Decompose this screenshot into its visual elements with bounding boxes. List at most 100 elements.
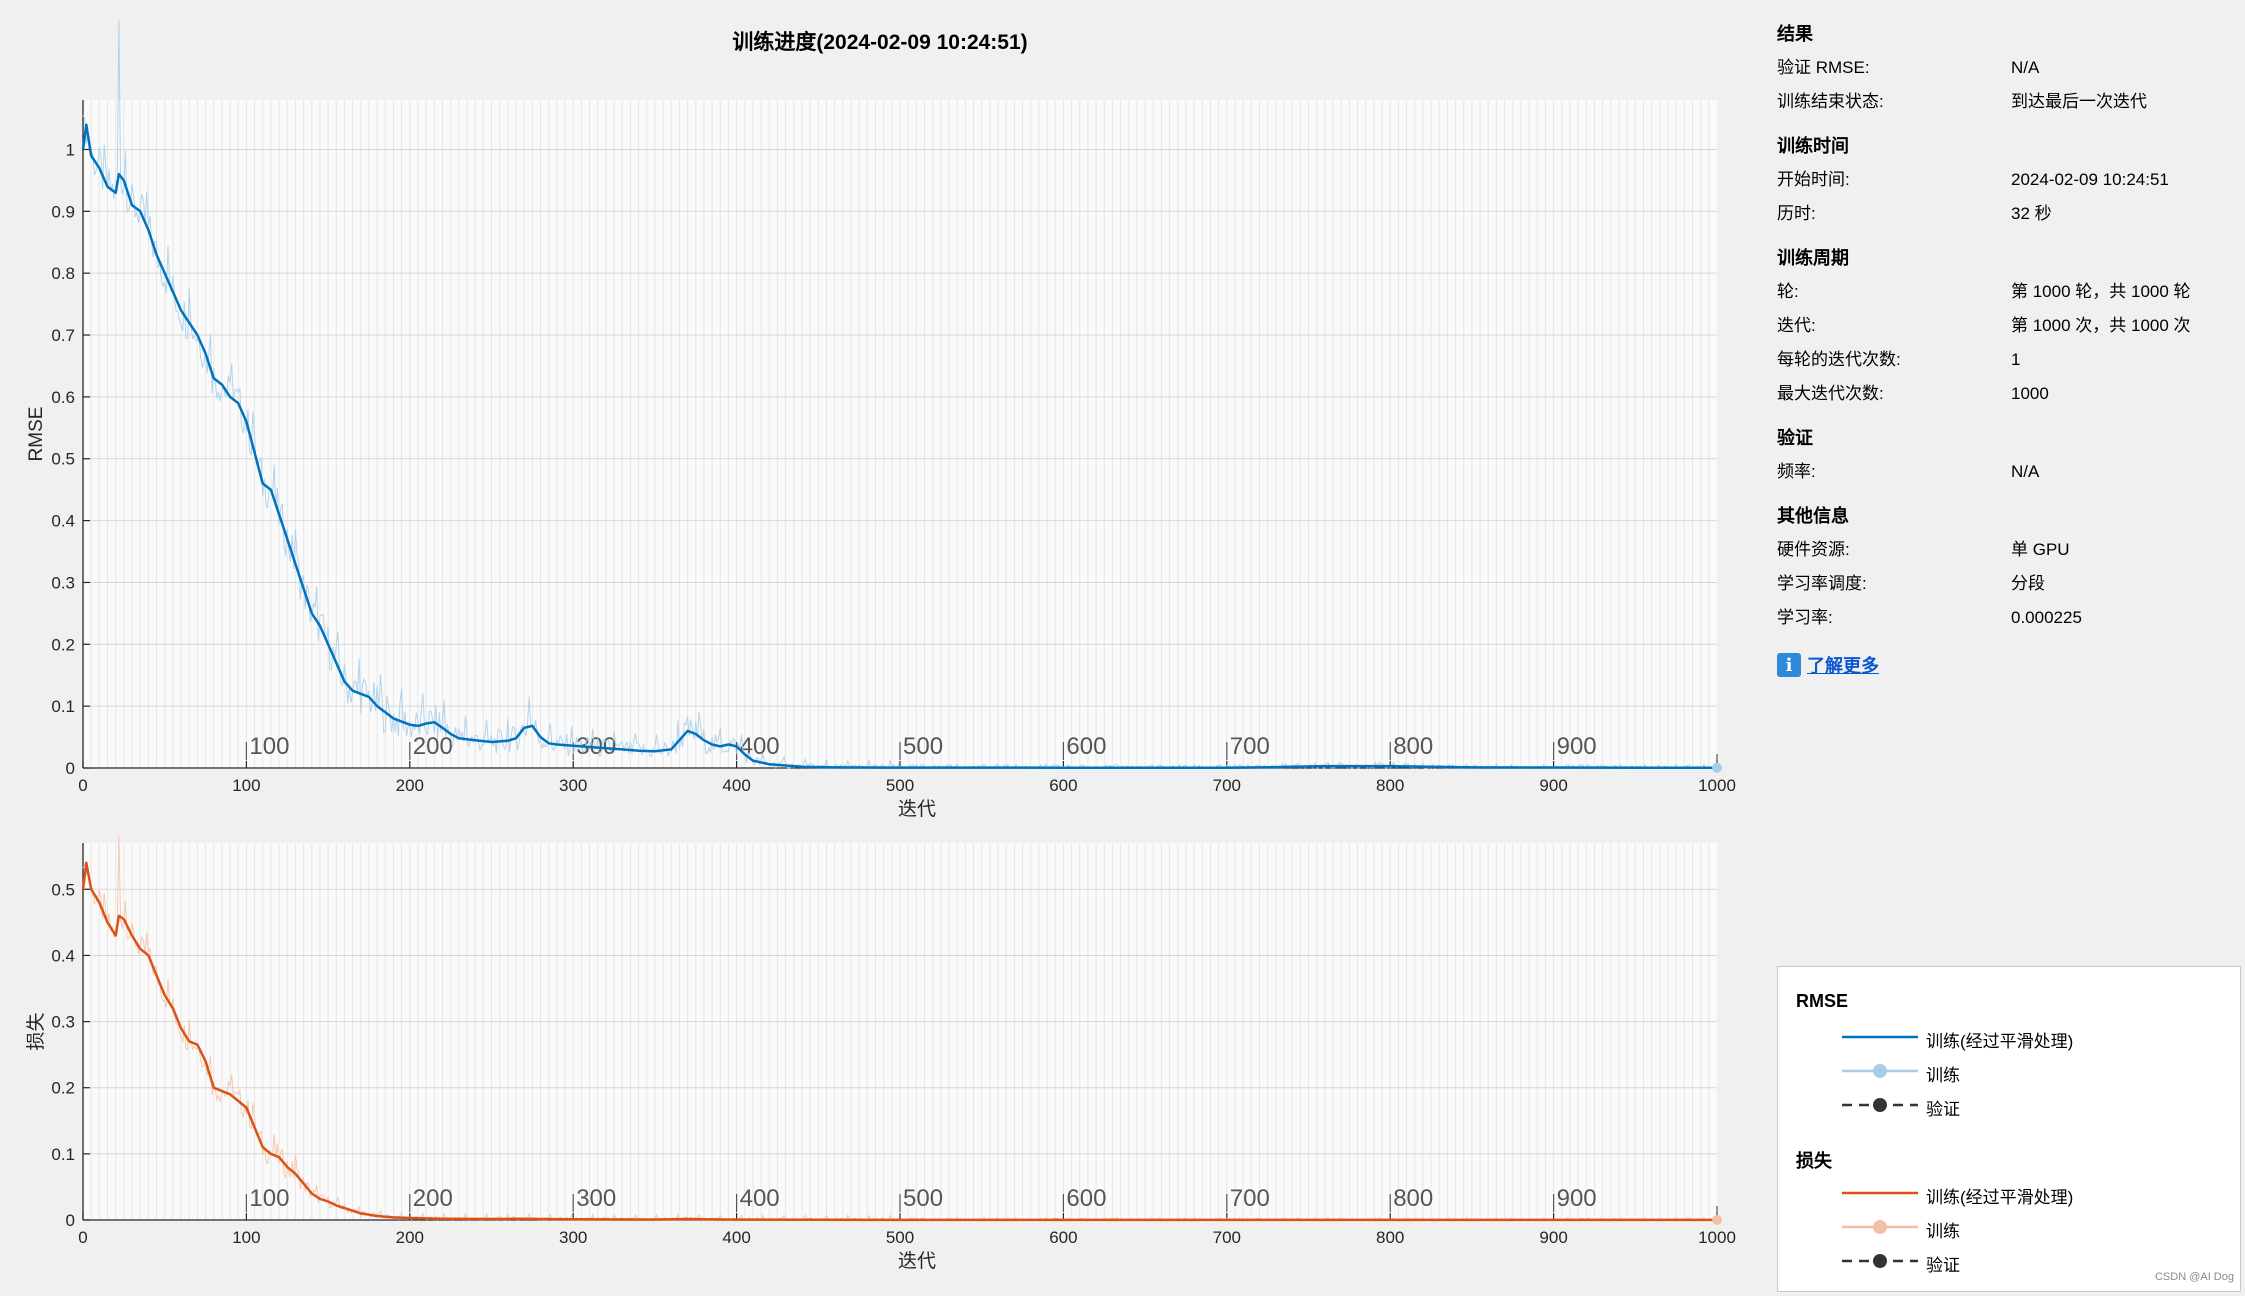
- legend-line-loss-train-icon: [1842, 1220, 1918, 1234]
- x-tick-label: 900: [1539, 776, 1567, 795]
- chart-title: 训练进度(2024-02-09 10:24:51): [732, 31, 1028, 54]
- y-tick-label: 0.6: [51, 388, 75, 407]
- info-key: 硬件资源:: [1777, 540, 1850, 559]
- time-heading: 训练时间: [1777, 136, 1849, 156]
- x-axis-label: 迭代: [898, 1250, 936, 1272]
- y-tick-label: 0.3: [51, 573, 75, 592]
- info-value: 第 1000 次，共 1000 次: [2011, 316, 2191, 335]
- epoch-label: 100: [249, 733, 289, 760]
- x-tick-label: 400: [722, 1228, 750, 1247]
- x-tick-label: 900: [1539, 1228, 1567, 1247]
- info-key: 开始时间:: [1777, 170, 1850, 189]
- x-tick-label: 0: [78, 1228, 87, 1247]
- info-row: 训练结束状态: 到达最后一次迭代: [1777, 90, 2237, 124]
- chart-panel-rmse: 0 0.1 0.2 0.3 0.4 0.5 0.6 0.7 0.8 0.9 1 0 100 200 300 4…: [26, 19, 1736, 820]
- learn-more-link[interactable]: i 了解更多: [1777, 652, 2237, 678]
- epoch-lines: [90, 100, 1710, 768]
- info-value: 0.000225: [2011, 608, 2082, 627]
- info-value: 1000: [2011, 384, 2049, 403]
- epoch-label: 200: [413, 1185, 453, 1212]
- learn-more-label[interactable]: 了解更多: [1807, 656, 1879, 676]
- legend-line-rmse-smoothed-icon: [1842, 1035, 1918, 1039]
- series-line: [81, 123, 1718, 770]
- info-icon: i: [1777, 653, 1801, 677]
- info-value: 32 秒: [2011, 204, 2052, 223]
- final-point: [1712, 762, 1722, 773]
- cycle-section: 训练周期 轮: 第 1000 轮，共 1000 轮 迭代: 第 1000 次，共 1…: [1777, 246, 2237, 416]
- x-tick-label: 600: [1049, 776, 1077, 795]
- epoch-label: 600: [1066, 1185, 1106, 1212]
- info-value: 到达最后一次迭代: [2011, 92, 2147, 111]
- info-row: 频率: N/A: [1777, 460, 2237, 494]
- info-key: 轮:: [1777, 282, 1799, 301]
- legend-label: 训练(经过平滑处理): [1926, 1188, 2074, 1207]
- info-row: 迭代: 第 1000 次，共 1000 次: [1777, 314, 2237, 348]
- info-key: 历时:: [1777, 204, 1816, 223]
- y-tick-label: 0.5: [51, 450, 75, 469]
- plots-canvas: 0 0.1 0.2 0.3 0.4 0.5 0.6 0.7 0.8 0.9 1 0 100 200 300 4…: [25, 19, 1736, 1272]
- y-tick-label: 0.2: [51, 635, 75, 654]
- x-tick-label: 700: [1213, 776, 1241, 795]
- x-tick-label: 600: [1049, 1228, 1077, 1247]
- info-key: 训练结束状态:: [1777, 92, 1884, 111]
- epoch-label: 100: [249, 1185, 289, 1212]
- legend-rmse-title: RMSE: [1796, 991, 1849, 1011]
- legend-loss-title: 损失: [1796, 1151, 1832, 1171]
- x-tick-label: 500: [886, 776, 914, 795]
- legend-label: 训练(经过平滑处理): [1926, 1032, 2074, 1051]
- time-section: 训练时间 开始时间: 2024-02-09 10:24:51 历时: 32 秒: [1777, 134, 2237, 236]
- x-axis-label: 迭代: [898, 798, 936, 820]
- y-axis-label: 损失: [25, 1012, 47, 1050]
- chart-panel-loss: 0 0.1 0.2 0.3 0.4 0.5 0 100 200 300 400 500 600 700 80…: [25, 836, 1736, 1272]
- info-value: 2024-02-09 10:24:51: [2011, 170, 2169, 189]
- legend-label: 验证: [1926, 1100, 1960, 1119]
- info-row: 学习率调度: 分段: [1777, 572, 2237, 606]
- other-heading: 其他信息: [1777, 506, 1849, 526]
- epoch-label: 500: [903, 733, 943, 760]
- info-row: 硬件资源: 单 GPU: [1777, 538, 2237, 572]
- x-tick-label: 500: [886, 1228, 914, 1247]
- info-key: 验证 RMSE:: [1777, 58, 1870, 77]
- y-tick-label: 0: [66, 759, 75, 778]
- legend-label: 训练: [1926, 1066, 1960, 1085]
- epoch-lines: [90, 843, 1710, 1220]
- y-tick-label: 0.1: [51, 697, 75, 716]
- other-section: 其他信息 硬件资源: 单 GPU 学习率调度: 分段 学习率: 0.000225: [1777, 504, 2237, 640]
- info-row: 轮: 第 1000 轮，共 1000 轮: [1777, 280, 2237, 314]
- epoch-label: 300: [576, 1185, 616, 1212]
- validation-section: 验证 频率: N/A: [1777, 426, 2237, 494]
- epoch-label: 700: [1230, 733, 1270, 760]
- y-tick-label: 0.5: [51, 880, 75, 899]
- info-row: 学习率: 0.000225: [1777, 606, 2237, 640]
- y-tick-label: 0: [66, 1211, 75, 1230]
- epoch-label: 600: [1066, 733, 1106, 760]
- info-row: 最大迭代次数: 1000: [1777, 382, 2237, 416]
- validation-heading: 验证: [1777, 428, 1813, 448]
- x-tick-label: 400: [722, 776, 750, 795]
- info-value: N/A: [2011, 58, 2040, 77]
- info-row: 开始时间: 2024-02-09 10:24:51: [1777, 168, 2237, 202]
- info-key: 频率:: [1777, 462, 1816, 481]
- final-point: [1712, 1214, 1722, 1225]
- epoch-label: 900: [1557, 733, 1597, 760]
- info-key: 学习率调度:: [1777, 574, 1867, 593]
- info-row: 验证 RMSE: N/A: [1777, 56, 2237, 90]
- info-value: 1: [2011, 350, 2021, 369]
- x-tick-label: 700: [1213, 1228, 1241, 1247]
- info-key: 学习率:: [1777, 608, 1833, 627]
- x-tick-label: 800: [1376, 1228, 1404, 1247]
- series-line: [81, 861, 1717, 1222]
- info-key: 每轮的迭代次数:: [1777, 350, 1901, 369]
- info-key: 最大迭代次数:: [1777, 384, 1884, 403]
- x-tick-label: 200: [396, 776, 424, 795]
- results-heading: 结果: [1777, 24, 1813, 44]
- epoch-label: 200: [413, 733, 453, 760]
- y-axis-label: RMSE: [26, 407, 47, 462]
- legend-panel: RMSE 训练(经过平滑处理) 训练 验证 损失 训练(经过平滑处理) 训练 验…: [1777, 966, 2241, 1292]
- info-row: 历时: 32 秒: [1777, 202, 2237, 236]
- epoch-label: 700: [1230, 1185, 1270, 1212]
- y-tick-label: 0.8: [51, 264, 75, 283]
- info-value: N/A: [2011, 462, 2040, 481]
- legend-line-loss-val-icon: [1842, 1254, 1918, 1268]
- x-tick-label: 100: [232, 776, 260, 795]
